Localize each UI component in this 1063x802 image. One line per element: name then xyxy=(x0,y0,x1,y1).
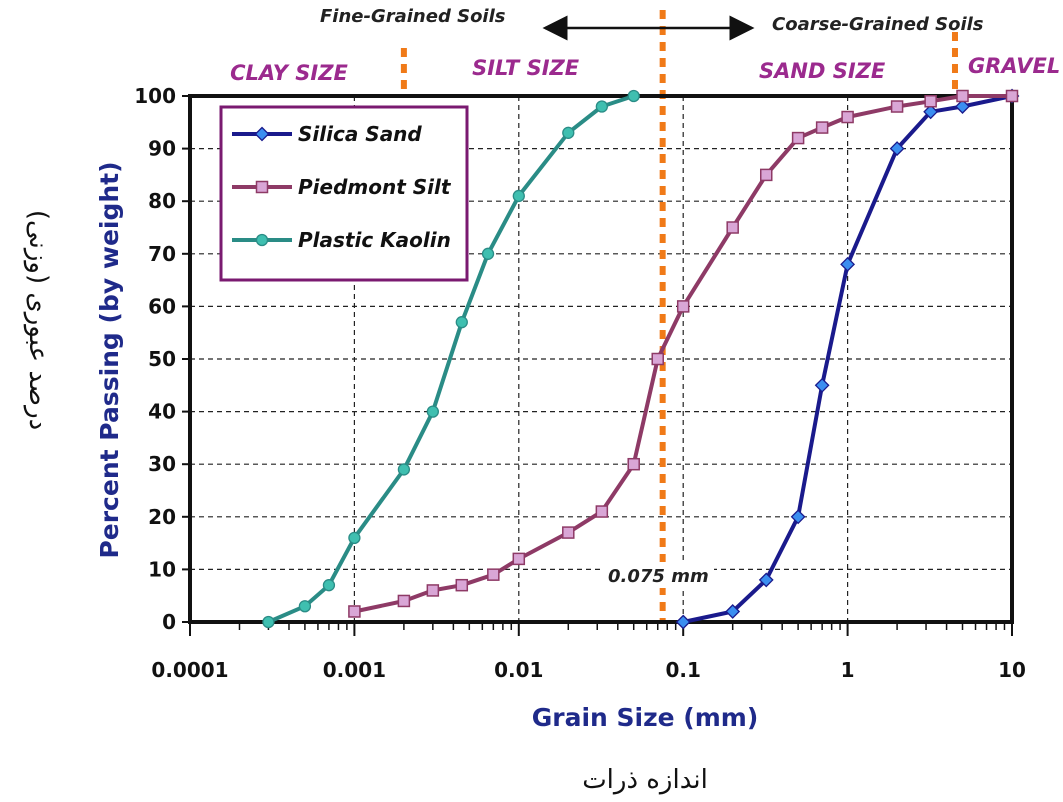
data-point-circle xyxy=(262,615,275,629)
data-point-circle xyxy=(322,579,336,592)
data-point-circle xyxy=(298,600,312,613)
data-point-square xyxy=(595,505,609,518)
data-point-square xyxy=(841,110,854,124)
data-point-square xyxy=(815,121,829,134)
y-tick-label: 70 xyxy=(148,242,176,266)
y-tick-label: 10 xyxy=(148,557,176,581)
y-tick-label: 90 xyxy=(148,137,176,161)
data-point-square xyxy=(759,168,773,182)
data-point-circle xyxy=(512,189,525,203)
data-point-square xyxy=(512,552,526,566)
data-point-diamond xyxy=(955,99,970,114)
data-point-circle xyxy=(348,531,361,544)
x-tick-label: 1 xyxy=(841,658,855,682)
x-axis-title-fa: اندازه ذرات xyxy=(582,765,708,795)
data-point-circle xyxy=(397,463,411,476)
data-point-diamond xyxy=(758,572,774,588)
data-point-square xyxy=(890,100,904,113)
data-point-diamond xyxy=(840,256,856,272)
data-point-square xyxy=(924,95,937,108)
size-boundaries xyxy=(400,10,958,622)
data-point-diamond xyxy=(889,141,905,157)
plot-frame xyxy=(188,94,1014,624)
data-point-diamond xyxy=(814,377,830,393)
data-point-square xyxy=(487,568,500,581)
y-tick-label: 60 xyxy=(148,294,176,318)
zone-label: CLAY SIZE xyxy=(230,61,348,85)
x-tick-label: 0.001 xyxy=(323,658,386,682)
data-point-circle xyxy=(627,89,640,103)
legend-item: Piedmont Silt xyxy=(232,175,452,199)
data-series xyxy=(262,88,1020,630)
legend-label: Piedmont Silt xyxy=(298,175,452,199)
data-point-circle xyxy=(562,126,575,139)
y-tick-label: 20 xyxy=(148,505,176,529)
zone-label: SAND SIZE xyxy=(759,59,886,83)
data-point-circle xyxy=(455,316,468,329)
data-point-square xyxy=(627,457,640,471)
data-point-diamond xyxy=(790,509,806,525)
data-point-square xyxy=(562,526,575,539)
series-plastic-kaolin xyxy=(262,89,640,629)
data-point-diamond xyxy=(254,126,270,142)
annotation-box xyxy=(604,562,714,588)
y-tick-label: 40 xyxy=(148,400,176,424)
data-point-square xyxy=(726,221,739,234)
data-point-diamond xyxy=(725,604,741,619)
boundary-annotation: 0.075 mm xyxy=(608,566,709,587)
series-piedmont-silt xyxy=(348,89,1019,618)
data-point-circle xyxy=(481,247,495,260)
size-zone-labels: CLAY SIZE SILT SIZE SAND SIZE GRAVEL xyxy=(230,54,1060,85)
data-point-circle xyxy=(426,405,439,418)
y-axis-title: Percent Passing (by weight) xyxy=(95,161,124,558)
zone-label: SILT SIZE xyxy=(472,56,580,80)
x-tick-labels: 0.0001 0.001 0.01 0.1 1 10 xyxy=(151,658,1026,682)
data-point-square xyxy=(651,352,664,366)
data-point-square xyxy=(426,584,440,597)
data-point-square xyxy=(1005,89,1019,103)
data-point-square xyxy=(255,180,269,194)
legend-label: Plastic Kaolin xyxy=(298,228,451,252)
fine-grained-label: Fine-Grained Soils xyxy=(320,6,506,27)
y-tick-label: 0 xyxy=(162,610,176,634)
y-tick-label: 30 xyxy=(148,452,176,476)
legend-item: Silica Sand xyxy=(232,122,422,146)
data-point-square xyxy=(791,131,805,145)
x-tick-label: 0.01 xyxy=(494,658,543,682)
x-tick-label: 10 xyxy=(998,658,1026,682)
series-line xyxy=(682,94,1013,624)
x-tick-label: 0.1 xyxy=(665,658,700,682)
data-point-square xyxy=(455,578,469,592)
coarse-grained-label: Coarse-Grained Soils xyxy=(772,14,984,35)
y-axis-title-fa: درصد عبوری (وزنی) xyxy=(23,210,53,430)
x-tick-label: 0.0001 xyxy=(151,658,228,682)
y-tick-label: 50 xyxy=(148,347,176,371)
x-axis-title: Grain Size (mm) xyxy=(532,703,759,732)
legend: Silica Sand Piedmont Silt Plastic Kaolin xyxy=(219,105,469,282)
data-point-diamond xyxy=(675,614,691,630)
data-point-square xyxy=(676,300,690,313)
y-tick-label: 100 xyxy=(134,84,176,108)
data-point-square xyxy=(397,594,411,608)
data-point-circle xyxy=(255,233,269,247)
data-point-square xyxy=(956,89,969,103)
y-tick-label: 80 xyxy=(148,189,176,213)
data-point-square xyxy=(348,605,361,618)
y-tick-labels: 0 10 20 30 40 50 60 70 80 90 100 xyxy=(134,84,176,634)
data-point-diamond xyxy=(923,104,939,120)
legend-item: Plastic Kaolin xyxy=(232,228,451,252)
legend-label: Silica Sand xyxy=(298,122,422,146)
data-point-circle xyxy=(595,100,608,113)
zone-label: GRAVEL xyxy=(968,54,1060,78)
